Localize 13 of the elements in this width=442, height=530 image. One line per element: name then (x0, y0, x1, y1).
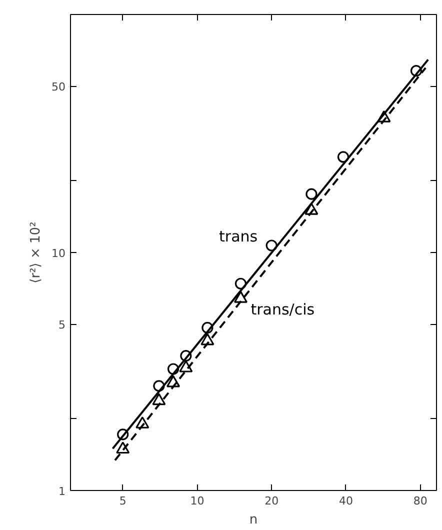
x-tick-label: 5 (119, 494, 126, 508)
y-tick-label: 10 (52, 247, 66, 260)
y-tick-label: 5 (58, 318, 66, 332)
x-tick-label: 10 (190, 494, 204, 508)
x-axis-title: n (249, 512, 258, 528)
x-tick-label: 80 (413, 494, 428, 508)
series-label: trans (219, 228, 258, 246)
x-tick-label: 40 (338, 494, 353, 508)
y-tick-label: 1 (58, 485, 66, 498)
y-tick-label: 50 (52, 80, 66, 94)
series-label: trans/cis (250, 300, 315, 319)
x-tick-label: 20 (264, 494, 279, 508)
y-axis-title: ⟨r²⟩ × 10² (28, 222, 44, 284)
